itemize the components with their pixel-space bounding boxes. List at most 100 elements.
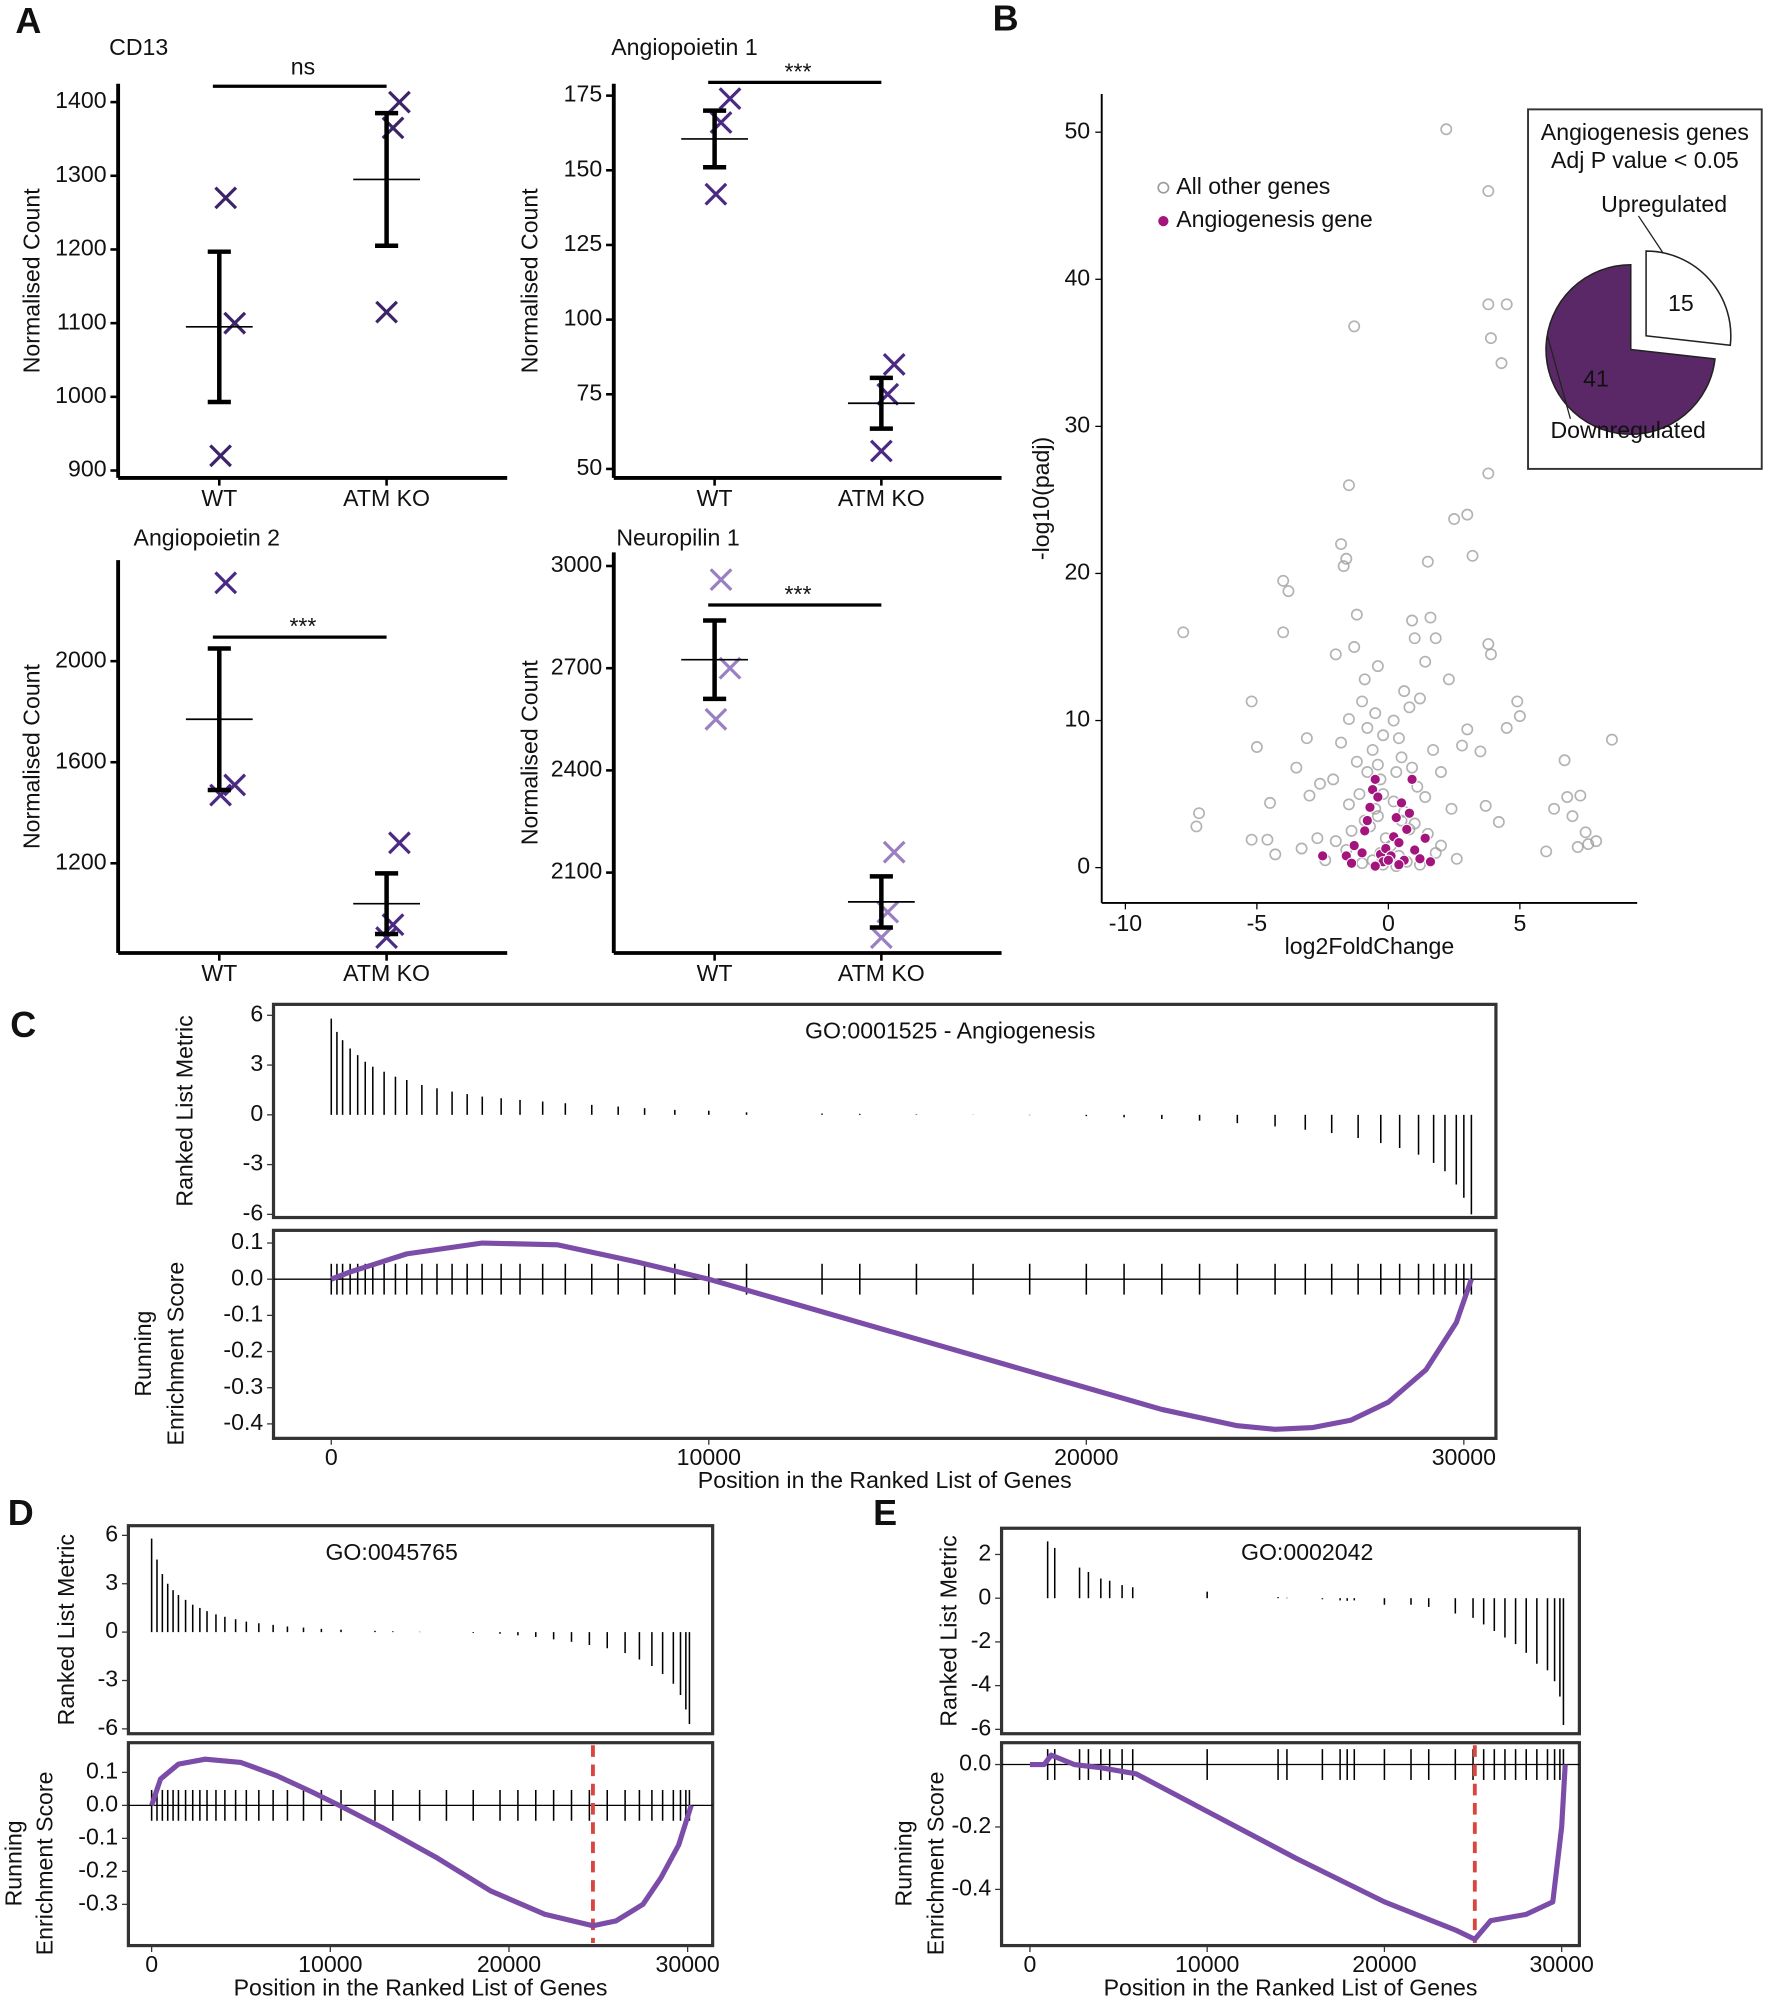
data-point [1479, 799, 1492, 812]
y-tick-label: 0 [250, 1100, 263, 1126]
running-score-line [149, 1756, 694, 1929]
data-point [1398, 685, 1411, 698]
y-tick-label: 2100 [551, 858, 602, 884]
data-point [1364, 801, 1376, 813]
data-point [1282, 585, 1295, 598]
data-point [1495, 357, 1508, 370]
data-point [1406, 761, 1419, 774]
data-point [1361, 721, 1374, 734]
data-point [1511, 695, 1524, 708]
y-tick-label: 10 [1064, 706, 1090, 732]
panel-label: B [993, 0, 1019, 38]
y-tick-label: 0 [105, 1617, 118, 1643]
y-tick-label: 50 [577, 454, 603, 480]
data-point [1300, 732, 1313, 745]
x-tick-label: 10000 [298, 1951, 362, 1977]
data-point [1548, 802, 1561, 815]
data-point [1361, 814, 1373, 827]
data-point [1424, 611, 1437, 624]
y2-tick-label: -0.4 [223, 1409, 263, 1435]
chart-title: GO:0045765 [325, 1539, 457, 1565]
data-point [1382, 854, 1395, 866]
data-point [1348, 641, 1361, 653]
x-axis-label: Position in the Ranked List of Genes [698, 1467, 1072, 1493]
data-point [1424, 856, 1437, 868]
y2-tick-label: -0.1 [78, 1823, 118, 1849]
data-point [1337, 560, 1350, 573]
pie-title: Angiogenesis genes [1541, 119, 1749, 145]
y-axis-label: -log10(padj) [1028, 437, 1054, 560]
data-point [1500, 298, 1513, 311]
data-point [1329, 648, 1342, 661]
data-point [1372, 791, 1384, 803]
data-point [1419, 832, 1431, 844]
significance-label: *** [784, 59, 811, 85]
data-point [1461, 723, 1474, 736]
plot-frame [126, 1524, 715, 1736]
plot-frame [271, 1228, 1498, 1440]
data-point [1245, 833, 1258, 846]
y-axis-label: Ranked List Metric [53, 1534, 79, 1725]
y-axis-label: Normalised Count [18, 188, 44, 374]
data-point [1445, 802, 1458, 815]
data-point [1409, 844, 1421, 856]
y-tick-label: 1000 [55, 382, 106, 408]
plot-frame [999, 1526, 1581, 1736]
chart-title: GO:0001525 - Angiogenesis [805, 1018, 1095, 1044]
y2-tick-label: -0.3 [78, 1889, 118, 1915]
data-point [375, 300, 398, 324]
y-tick-label: 1300 [55, 161, 106, 187]
data-point [1345, 824, 1358, 837]
data-point [1574, 789, 1587, 802]
data-point [1393, 836, 1405, 849]
y2-tick-label: 0.1 [86, 1757, 118, 1783]
data-point [1403, 701, 1416, 714]
data-point [1435, 766, 1447, 778]
y2-axis-label: Running [1, 1820, 27, 1906]
data-point [1387, 714, 1400, 727]
data-point [1329, 835, 1342, 848]
x-tick-label: ATM KO [343, 485, 430, 511]
x-axis-label: Position in the Ranked List of Genes [234, 1974, 608, 2000]
y2-tick-label: -0.2 [223, 1337, 263, 1363]
data-point [1429, 846, 1442, 859]
data-point [1350, 755, 1363, 768]
data-point [1295, 842, 1308, 855]
x-tick-label: 0 [145, 1951, 158, 1977]
x-tick-label: 10000 [677, 1444, 741, 1470]
data-point [1579, 826, 1592, 839]
running-score-line [1029, 1752, 1568, 1942]
chart-title: GO:0002042 [1241, 1539, 1373, 1565]
pie-slice [1545, 263, 1716, 435]
plot-frame [999, 1741, 1581, 1948]
data-point [1590, 835, 1603, 848]
data-point [1395, 797, 1408, 809]
data-point [1359, 825, 1371, 837]
data-point [1353, 788, 1366, 801]
data-point [1466, 549, 1479, 562]
data-point [869, 926, 893, 950]
data-point [1429, 632, 1442, 645]
panel-label: A [15, 0, 41, 41]
data-point [1371, 810, 1384, 823]
data-point [1413, 692, 1426, 705]
y2-tick-label: -0.1 [223, 1300, 263, 1326]
data-point [1561, 791, 1574, 803]
data-point [709, 568, 733, 592]
legend-marker [1157, 181, 1170, 194]
data-point [1406, 773, 1418, 786]
y-tick-label: -6 [971, 1714, 992, 1740]
x-tick-label: 0 [325, 1444, 338, 1470]
data-point [375, 926, 398, 949]
panel-label: C [10, 1004, 36, 1045]
y2-tick-label: 0.1 [231, 1228, 263, 1254]
data-point [1442, 673, 1455, 686]
data-point [1435, 839, 1447, 852]
x-tick-label: WT [201, 485, 237, 511]
data-point [1414, 853, 1426, 865]
data-point [1456, 739, 1468, 752]
data-point [1540, 845, 1553, 858]
data-point [1358, 673, 1371, 686]
y2-tick-label: 0.0 [86, 1790, 118, 1816]
